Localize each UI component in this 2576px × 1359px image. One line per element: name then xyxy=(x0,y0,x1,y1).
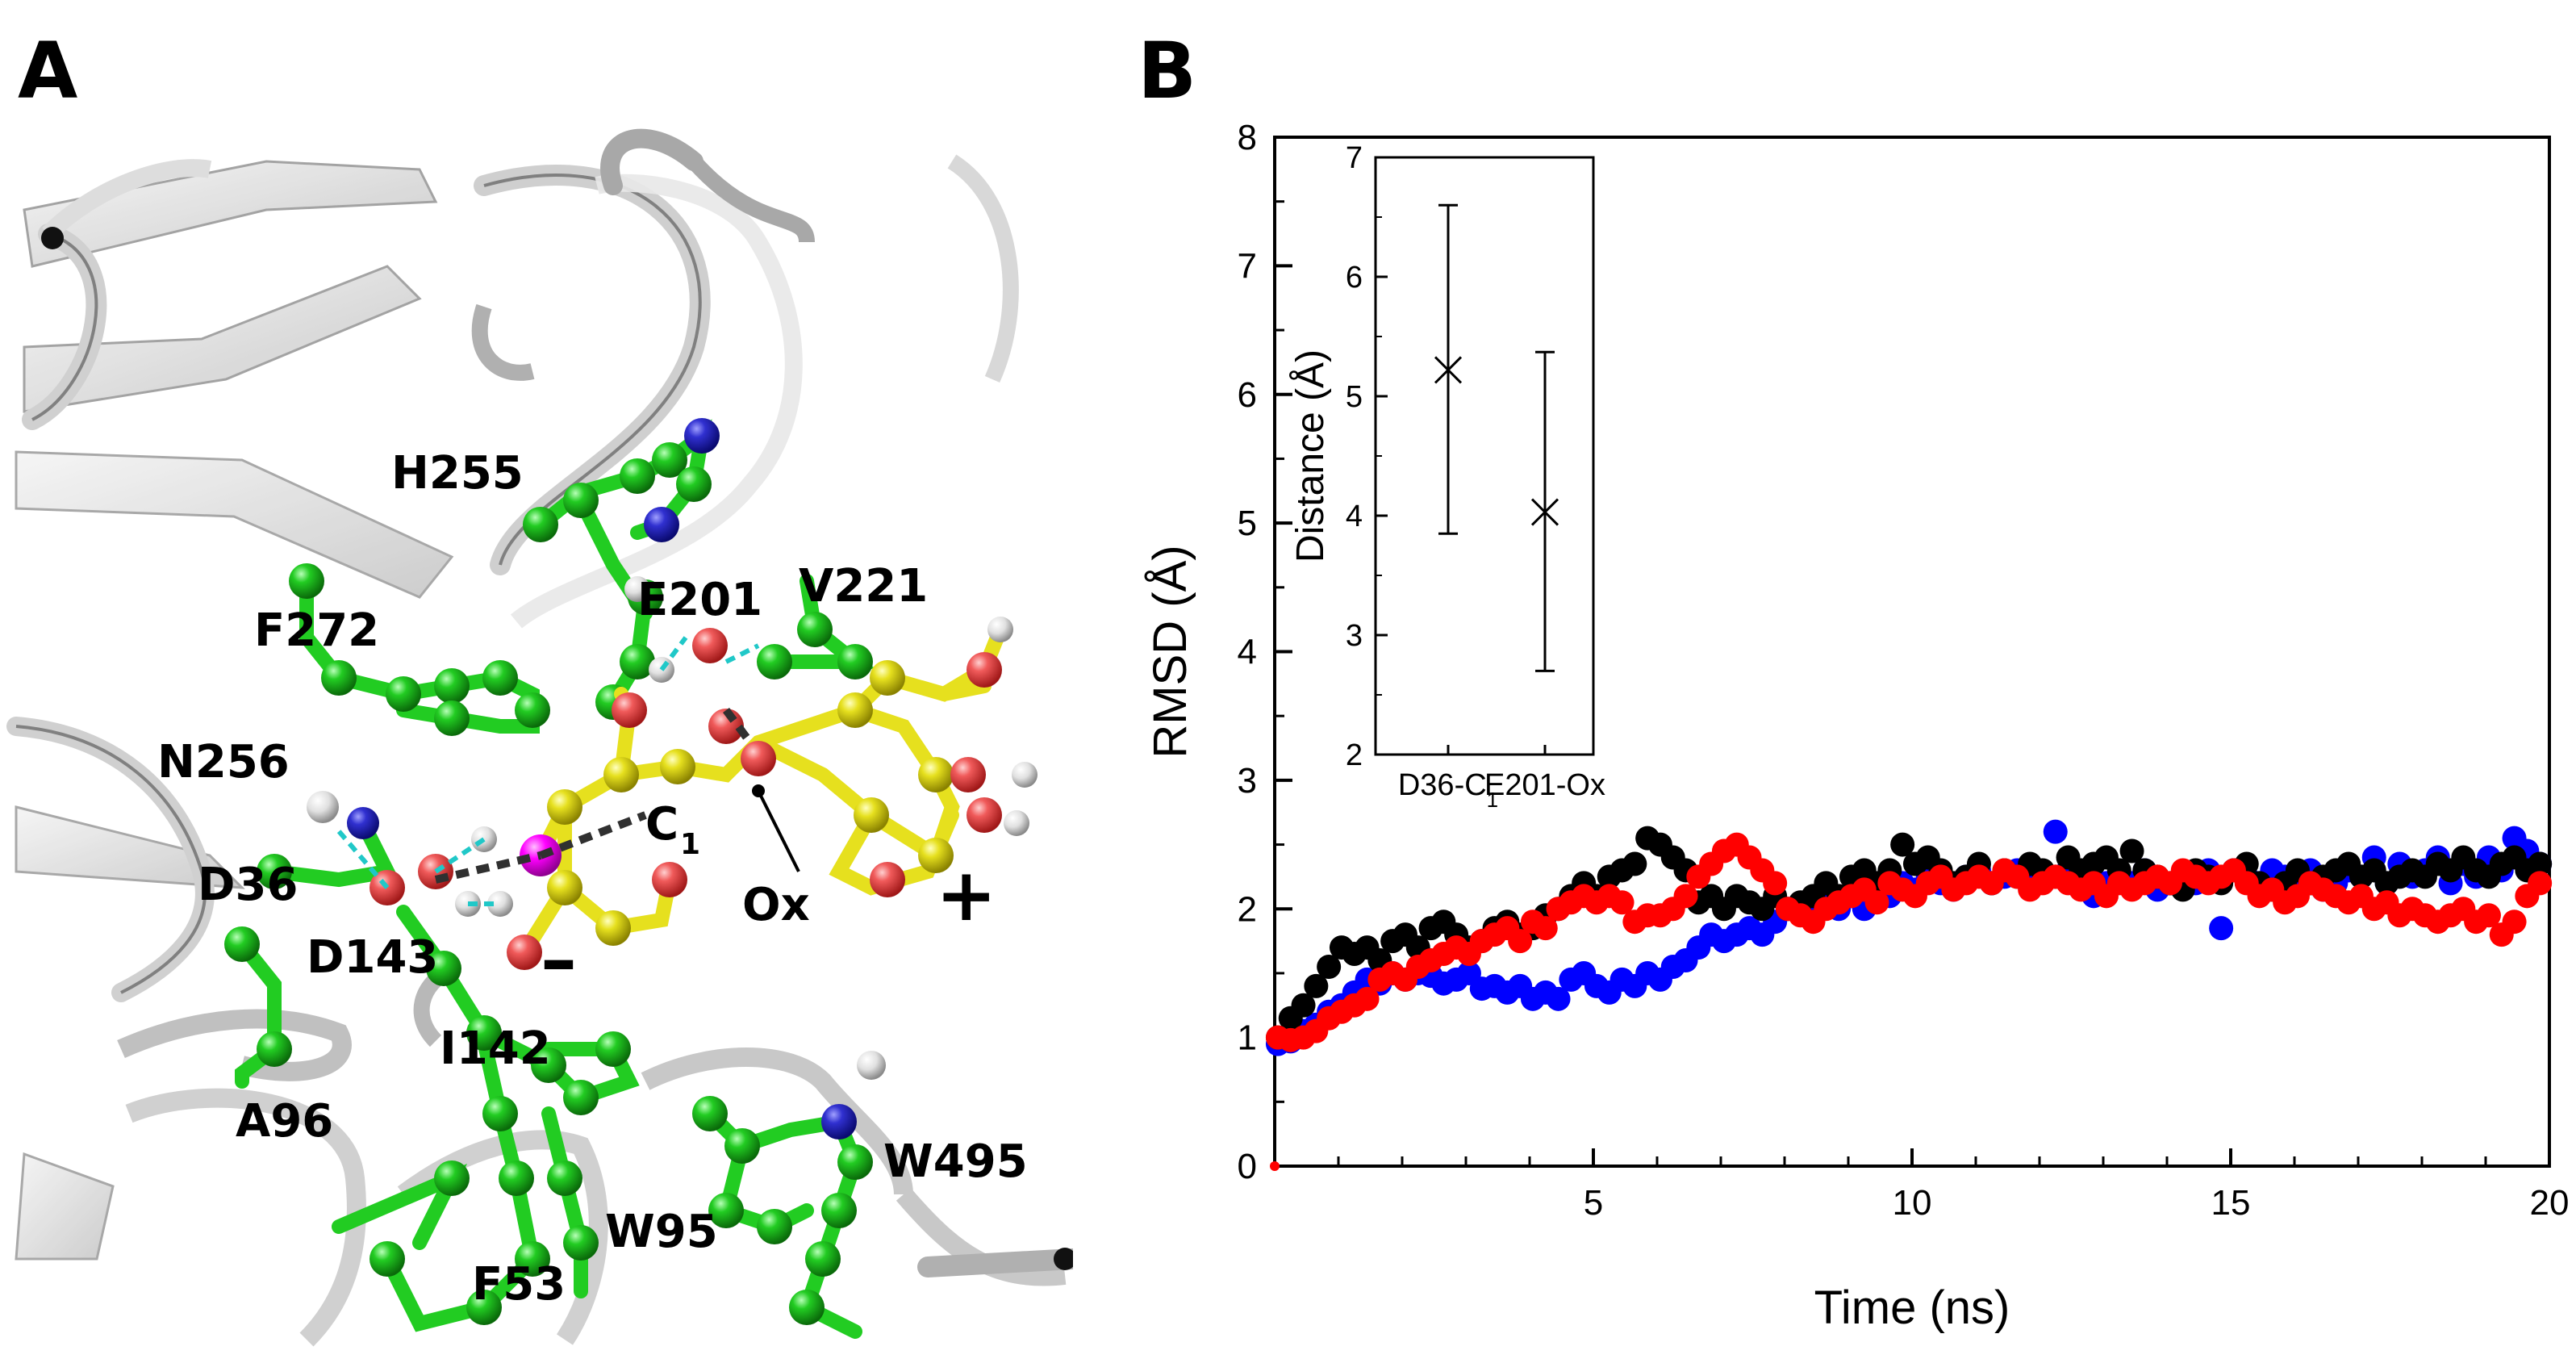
y-tick-label: 2 xyxy=(1238,889,1257,929)
ligand-atoms xyxy=(507,617,1037,970)
data-point xyxy=(1763,871,1788,896)
label-plus: + xyxy=(936,853,996,938)
y-tick-label: 1 xyxy=(1238,1018,1257,1058)
label-d36: D36 xyxy=(198,859,298,911)
inset-frame xyxy=(1374,156,1595,756)
x-axis-label: Time (ns) xyxy=(1814,1282,2010,1334)
y-tick-label: 7 xyxy=(1238,246,1257,286)
label-i142: I142 xyxy=(440,1022,551,1075)
y-tick-label: 4 xyxy=(1238,633,1257,672)
data-point xyxy=(1673,884,1698,909)
x-tick-label: 15 xyxy=(2211,1183,2251,1223)
panel-b-letter: B xyxy=(1138,26,1197,116)
y-tick-label: 5 xyxy=(1238,504,1257,543)
inset-category-label: E201-Ox xyxy=(1484,768,1605,802)
label-f53: F53 xyxy=(472,1258,566,1311)
data-point xyxy=(1291,993,1316,1018)
protein-cartoon xyxy=(6,128,1073,1347)
label-c1-subscript: 1 xyxy=(680,828,700,861)
inset-y-axis-label: Distance (Å) xyxy=(1289,349,1332,562)
label-w95: W95 xyxy=(605,1206,718,1258)
data-point xyxy=(1622,851,1647,876)
protein-structure-view: H255 E201 V221 F272 N256 D36 D143 C 1 Ox… xyxy=(6,128,1073,1347)
label-h255: H255 xyxy=(391,447,524,500)
label-c1: C xyxy=(645,798,678,851)
data-point xyxy=(2119,838,2144,863)
data-point xyxy=(2209,916,2234,941)
data-point xyxy=(2528,871,2553,896)
label-w495: W495 xyxy=(883,1135,1028,1188)
data-point xyxy=(1533,916,1558,941)
inset-y-tick-label: 2 xyxy=(1346,738,1363,772)
data-point xyxy=(1508,929,1533,954)
data-point xyxy=(1270,1161,1280,1171)
y-tick-label: 3 xyxy=(1238,761,1257,801)
mean-marker xyxy=(1530,498,1559,526)
inset-category-label: D36-C1 xyxy=(1398,768,1498,812)
inset-y-tick-label: 4 xyxy=(1346,500,1363,533)
inset-y-tick-label: 5 xyxy=(1346,380,1363,414)
data-point xyxy=(2476,903,2501,928)
inset-y-tick-label: 6 xyxy=(1346,261,1363,295)
data-point xyxy=(2528,851,2553,876)
label-f272: F272 xyxy=(254,604,379,657)
y-tick-label: 6 xyxy=(1238,375,1257,415)
series-2 xyxy=(1265,832,2553,1052)
x-tick-label: 5 xyxy=(1584,1183,1603,1223)
label-n256: N256 xyxy=(157,736,290,788)
label-ox: Ox xyxy=(742,879,810,931)
residue-labels: H255 E201 V221 F272 N256 D36 D143 C 1 Ox… xyxy=(157,447,1028,1311)
panel-a-letter: A xyxy=(18,26,78,116)
data-point xyxy=(1304,973,1329,998)
mean-marker xyxy=(1434,356,1463,384)
data-point xyxy=(1890,832,1915,857)
data-point xyxy=(2502,909,2527,935)
inset-y-tick-label: 7 xyxy=(1346,141,1363,175)
data-point xyxy=(1317,954,1342,979)
data-point xyxy=(1546,986,1571,1011)
x-tick-label: 20 xyxy=(2530,1183,2570,1223)
data-point xyxy=(1609,890,1635,915)
label-v221: V221 xyxy=(799,560,928,613)
data-point xyxy=(1355,986,1380,1011)
inset-y-tick-label: 3 xyxy=(1346,619,1363,653)
y-tick-label: 0 xyxy=(1238,1147,1257,1186)
x-tick-label: 10 xyxy=(1893,1183,1932,1223)
y-axis-label: RMSD (Å) xyxy=(1144,545,1196,758)
interaction-lines xyxy=(336,636,800,906)
label-minus: – xyxy=(541,918,577,1002)
y-tick-label: 8 xyxy=(1238,118,1257,157)
label-d143: D143 xyxy=(307,931,438,984)
data-point xyxy=(1864,890,1889,915)
data-point xyxy=(2043,819,2068,844)
label-e201: E201 xyxy=(637,574,762,626)
main-plot-area: 5 10 15 20 0 1 2 3 4 5 6 7 8 Time (ns) RMSD (Å) xyxy=(1144,118,2569,1334)
label-a96: A96 xyxy=(236,1095,333,1148)
